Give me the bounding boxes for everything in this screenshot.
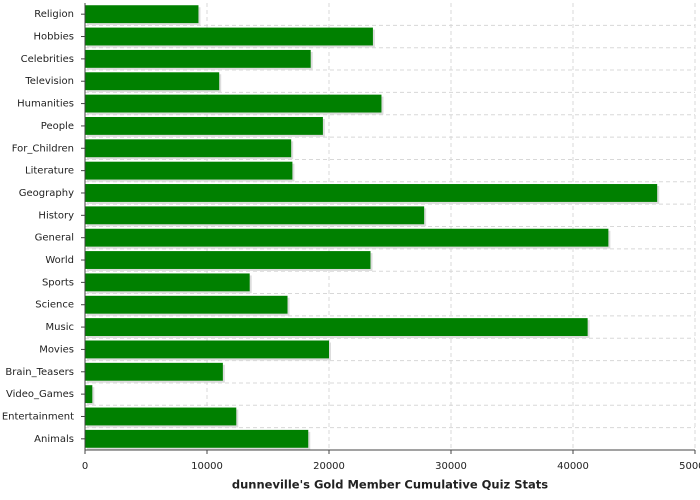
bar: [85, 295, 288, 314]
bar: [85, 228, 609, 247]
x-tick-label: 50000: [679, 461, 700, 472]
bar: [85, 206, 425, 225]
y-tick-label: Celebrities: [21, 54, 74, 65]
y-tick-label: For_Children: [12, 143, 74, 154]
y-tick-label: World: [45, 255, 74, 266]
y-tick-label: Literature: [25, 166, 74, 177]
y-tick-label: Geography: [19, 188, 74, 199]
y-tick-label: Sports: [42, 277, 74, 288]
y-tick-label: Brain_Teasers: [5, 367, 74, 378]
y-tick-label: Hobbies: [34, 32, 74, 43]
y-tick-label: History: [38, 210, 74, 221]
bar: [85, 385, 93, 404]
x-tick-label: 30000: [435, 461, 467, 472]
y-tick-label: Music: [46, 322, 74, 333]
x-tick-label: 10000: [191, 461, 223, 472]
y-tick-label: Video_Games: [6, 389, 74, 400]
bar: [85, 5, 199, 24]
bar: [85, 340, 329, 359]
y-tick-label: People: [41, 121, 74, 132]
bar: [85, 116, 323, 135]
bar: [85, 139, 292, 158]
y-tick-label: Religion: [34, 9, 74, 20]
bar: [85, 429, 309, 448]
bar: [85, 407, 237, 426]
x-tick-label: 0: [82, 461, 88, 472]
bar: [85, 362, 223, 381]
bar: [85, 184, 658, 202]
y-tick-label: Humanities: [17, 99, 74, 110]
bar: [85, 27, 373, 46]
bar: [85, 273, 250, 292]
y-tick-label: Science: [35, 300, 74, 311]
y-tick-label: Movies: [39, 344, 74, 355]
bar: [85, 251, 371, 269]
bar: [85, 318, 588, 337]
chart-title: dunneville's Gold Member Cumulative Quiz…: [232, 478, 548, 492]
bar: [85, 49, 311, 68]
y-tick-label: General: [35, 233, 74, 244]
x-tick-label: 40000: [557, 461, 589, 472]
y-tick-label: Television: [24, 76, 74, 87]
bar: [85, 161, 293, 180]
bar: [85, 94, 382, 113]
bar: [85, 72, 220, 91]
y-tick-label: Animals: [34, 434, 74, 445]
x-tick-label: 20000: [313, 461, 345, 472]
y-tick-label: Entertainment: [2, 411, 74, 422]
